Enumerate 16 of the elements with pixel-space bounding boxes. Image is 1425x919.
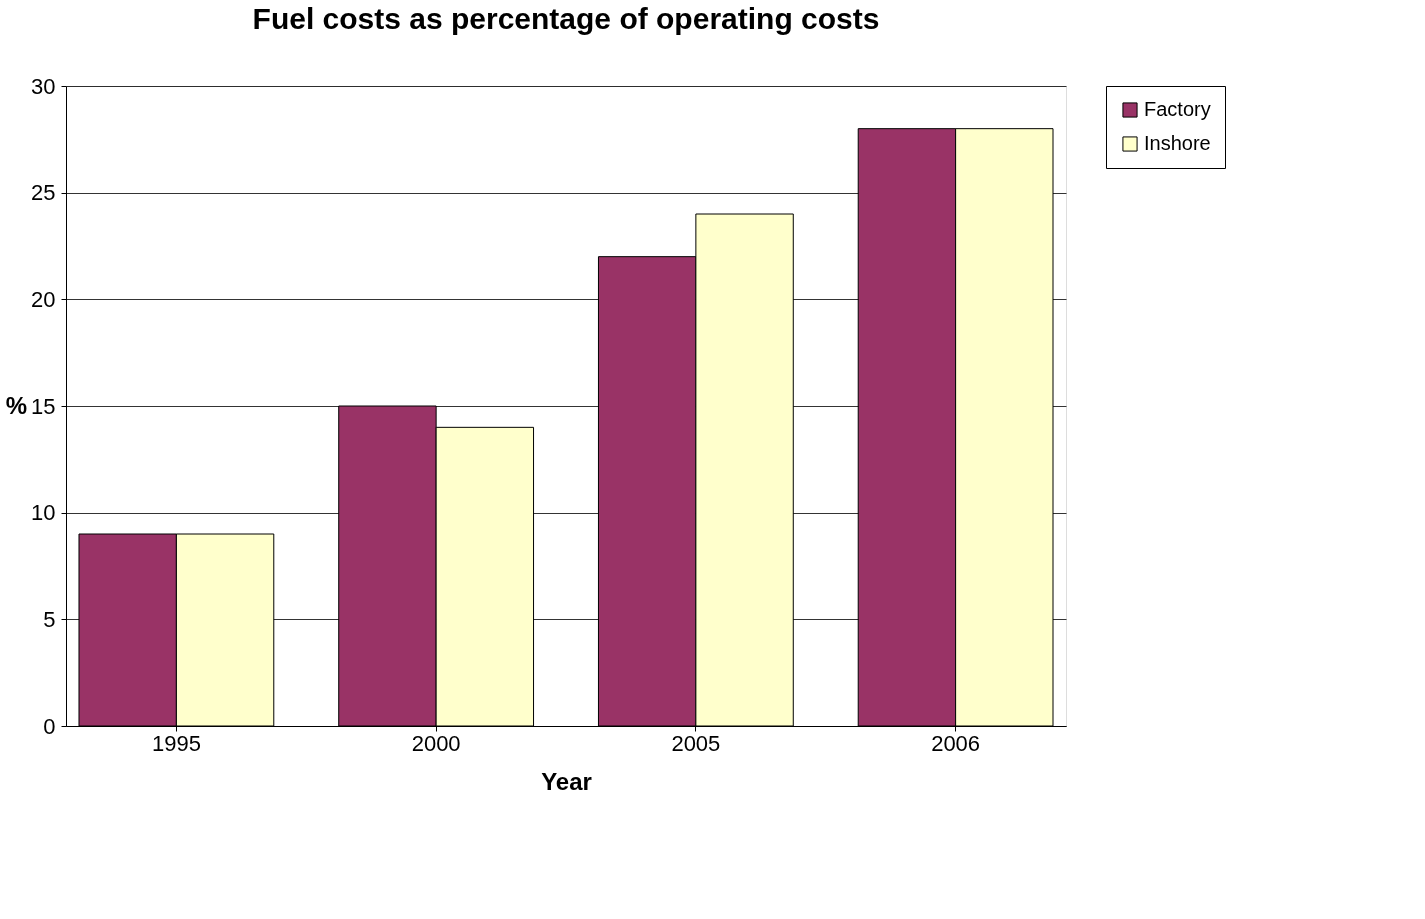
x-tick-label: 2006 (931, 730, 981, 756)
y-tick-label: 20 (31, 286, 56, 312)
x-tick-label: 1995 (151, 730, 201, 756)
legend-label: Factory (1144, 98, 1211, 120)
y-tick-label: 0 (43, 713, 56, 739)
y-tick-label: 10 (31, 500, 56, 526)
y-tick-label: 25 (31, 180, 56, 206)
y-tick-label: 5 (43, 606, 56, 632)
chart-title: Fuel costs as percentage of operating costs (252, 2, 880, 35)
y-axis-title: % (5, 391, 28, 419)
x-tick-label: 2000 (411, 730, 461, 756)
y-tick-label: 15 (31, 393, 56, 419)
legend-label: Inshore (1144, 132, 1211, 154)
x-axis-title: Year (541, 767, 592, 795)
y-tick-label: 30 (31, 73, 56, 99)
x-tick-label: 2005 (671, 730, 721, 756)
